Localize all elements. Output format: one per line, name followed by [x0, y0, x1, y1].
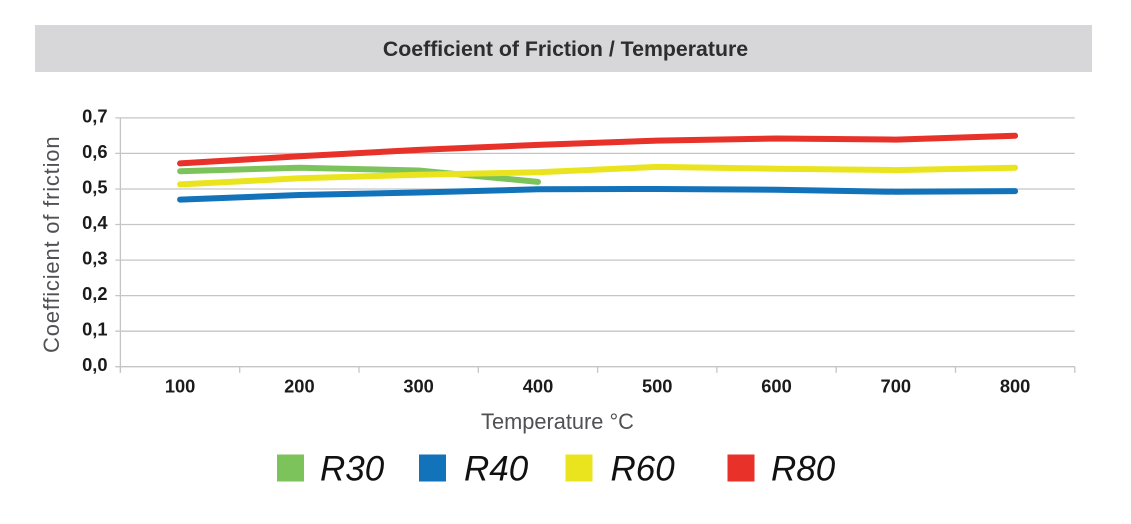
svg-text:500: 500 — [642, 376, 673, 397]
svg-text:700: 700 — [881, 376, 912, 397]
svg-text:300: 300 — [403, 376, 434, 397]
svg-text:Temperature °C: Temperature °C — [481, 409, 634, 434]
svg-text:R40: R40 — [464, 450, 529, 489]
svg-text:0,2: 0,2 — [82, 283, 107, 304]
svg-text:Coefficient of friction: Coefficient of friction — [39, 136, 64, 353]
svg-text:0,7: 0,7 — [82, 105, 107, 126]
svg-text:800: 800 — [1000, 376, 1031, 397]
svg-text:R60: R60 — [611, 450, 676, 489]
svg-text:100: 100 — [165, 376, 196, 397]
svg-text:R30: R30 — [320, 450, 385, 489]
svg-text:0,4: 0,4 — [82, 212, 108, 233]
svg-text:0,0: 0,0 — [82, 354, 107, 375]
svg-text:400: 400 — [523, 376, 554, 397]
svg-text:R80: R80 — [771, 450, 836, 489]
svg-text:600: 600 — [761, 376, 792, 397]
svg-text:0,1: 0,1 — [82, 319, 107, 340]
svg-text:200: 200 — [284, 376, 315, 397]
svg-text:Coefficient of Friction / Temp: Coefficient of Friction / Temperature — [383, 37, 748, 61]
svg-text:0,6: 0,6 — [82, 141, 107, 162]
svg-text:0,3: 0,3 — [82, 248, 107, 269]
svg-text:0,5: 0,5 — [82, 177, 107, 198]
